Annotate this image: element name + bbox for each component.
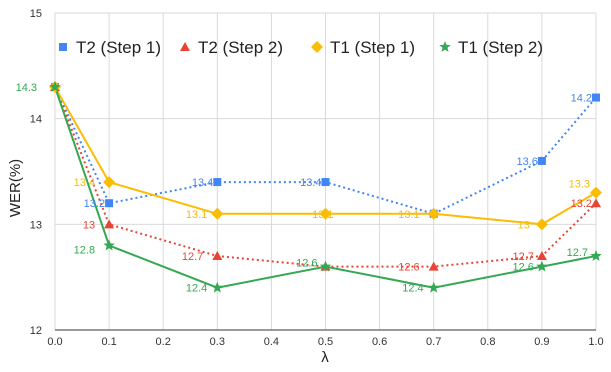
data-label-t2-step-2: 13 — [83, 219, 95, 231]
series-markers — [49, 80, 602, 293]
data-label-t1-step-2: 12.6 — [296, 258, 317, 270]
marker-t1-step-1 — [535, 218, 548, 231]
data-label-t1-step-2: 12.8 — [74, 244, 95, 256]
data-label-t2-step-1: 13.2 — [84, 198, 105, 210]
x-tick-label: 0.8 — [480, 336, 495, 348]
marker-t1-step-2 — [590, 250, 602, 261]
data-label-t2-step-1: 13.4 — [300, 177, 321, 189]
data-label-t2-step-2: 12.7 — [182, 251, 203, 263]
data-label-t2-step-1: 13.4 — [192, 177, 213, 189]
legend-label-t1-step-2: T1 (Step 2) — [458, 38, 543, 57]
marker-t2-step-2 — [536, 251, 547, 261]
x-tick-label: 0.2 — [156, 336, 171, 348]
legend-marker-t1-step-2 — [439, 41, 451, 52]
marker-t1-step-1 — [319, 207, 332, 220]
data-label-t1-step-1: 13 — [518, 219, 530, 231]
data-label-t1-step-1: 13.1 — [312, 209, 333, 221]
y-tick-label: 12 — [30, 325, 42, 337]
tick-labels: 0.0 0.1 0.2 0.3 0.4 0.5 0.6 0.7 0.8 0.9 1.0 12 13 14 1… — [30, 8, 604, 348]
y-tick-label: 15 — [30, 8, 42, 20]
marker-t1-step-2 — [319, 260, 332, 272]
marker-t1-step-1 — [427, 207, 440, 220]
x-tick-label: 0.1 — [101, 336, 116, 348]
y-axis-title: WER(%) — [7, 159, 24, 217]
marker-t1-step-2 — [536, 260, 548, 272]
data-label-t2-step-2: 12.6 — [398, 262, 419, 274]
data-label-t1-step-1: 13.1 — [398, 209, 419, 221]
y-tick-label: 14 — [30, 114, 42, 126]
marker-t2-step-1 — [213, 178, 222, 187]
marker-t1-step-1 — [590, 186, 602, 199]
x-tick-label: 1.0 — [588, 336, 603, 348]
x-tick-label: 0.0 — [47, 336, 62, 348]
marker-t1-step-2 — [211, 281, 224, 293]
legend-label-t2-step-1: T2 (Step 1) — [76, 38, 161, 57]
marker-t2-step-2 — [104, 219, 115, 229]
marker-t2-step-2 — [591, 198, 601, 208]
legend-marker-t2-step-2 — [180, 42, 190, 51]
data-labels: 13.213.4 13.413.614.21312.712.612.713.213… — [16, 82, 592, 295]
marker-t2-step-1 — [537, 156, 546, 165]
x-tick-label: 0.7 — [426, 336, 441, 348]
marker-t2-step-1 — [592, 93, 600, 102]
legend-marker-t2-step-1 — [59, 43, 67, 51]
x-tick-label: 0.4 — [264, 336, 279, 348]
legend-marker-t1-step-1 — [311, 41, 323, 53]
marker-t2-step-1 — [105, 199, 114, 208]
marker-t2-step-1 — [321, 178, 330, 187]
y-tick-label: 13 — [30, 219, 42, 231]
data-label-t1-step-1: 13.4 — [74, 177, 95, 189]
x-tick-label: 0.6 — [372, 336, 387, 348]
legend-label-t1-step-1: T1 (Step 1) — [330, 38, 415, 57]
marker-t2-step-2 — [428, 261, 439, 271]
data-label-t1-step-2: 12.7 — [567, 247, 588, 259]
data-label-t1-step-2: 12.4 — [402, 283, 423, 295]
marker-t1-step-2 — [427, 281, 440, 293]
data-label-t2-step-1: 13.6 — [516, 156, 537, 168]
marker-t1-step-2 — [49, 80, 61, 92]
data-label-t1-step-1: 13.1 — [186, 209, 207, 221]
legend-label-t2-step-2: T2 (Step 2) — [198, 38, 283, 57]
x-tick-label: 0.5 — [318, 336, 333, 348]
data-label-t2-step-2: 12.7 — [512, 251, 533, 263]
data-label-t2-step-1: 14.2 — [571, 93, 592, 105]
data-label-t1-step-2: 12.6 — [512, 262, 533, 274]
data-label-t1-step-2: 12.4 — [186, 283, 207, 295]
marker-t1-step-2 — [103, 239, 115, 251]
data-label-t1-step-2: 14.3 — [16, 82, 37, 94]
data-label-t1-step-1: 13.3 — [569, 179, 590, 191]
marker-t1-step-1 — [103, 176, 116, 189]
marker-t2-step-2 — [212, 251, 223, 261]
x-tick-label: 0.9 — [534, 336, 549, 348]
legend: T2 (Step 1) T2 (Step 2) T1 (Step 1) T1 (Ste… — [59, 38, 543, 57]
grid-lines — [54, 12, 597, 331]
x-tick-label: 0.3 — [210, 336, 225, 348]
data-label-t2-step-2: 13.2 — [571, 198, 592, 210]
marker-t1-step-1 — [211, 207, 224, 220]
x-axis-title: λ — [321, 349, 329, 366]
